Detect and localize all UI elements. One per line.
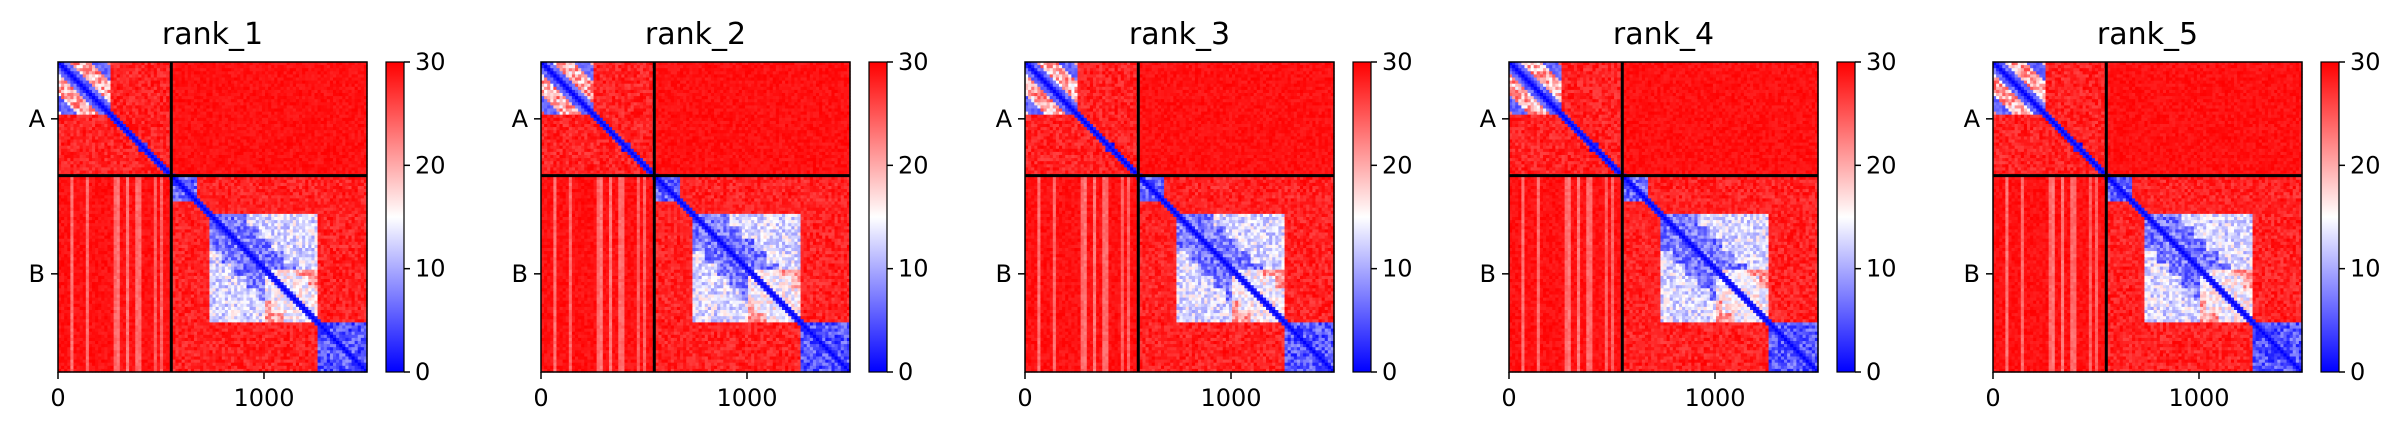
colorbar: [868, 61, 888, 373]
x-tick-label: 1000: [1200, 384, 1261, 412]
heatmap: [541, 62, 851, 373]
chain-label-B: B: [996, 260, 1012, 288]
chain-label-A: A: [512, 105, 529, 133]
colorbar-tick-label: 20: [898, 151, 929, 179]
chain-label-A: A: [29, 105, 46, 133]
colorbar-tick-label: 10: [2350, 255, 2381, 283]
colorbar-tick-label: 0: [898, 358, 913, 386]
x-tick-label: 0: [1501, 384, 1516, 412]
panel-2: rank_2 0 1000 A B 0 10 20 30: [512, 17, 929, 412]
heatmap-frame: [1024, 61, 1335, 373]
colorbar-tick-label: 10: [1866, 255, 1897, 283]
chain-label-A: A: [1480, 105, 1497, 133]
colorbar-tick-label: 0: [2350, 358, 2365, 386]
colorbar-tick-label: 10: [1382, 255, 1413, 283]
colorbar-tick-label: 30: [898, 48, 929, 76]
x-tick-label: 1000: [233, 384, 294, 412]
heatmap: [1025, 62, 1335, 373]
colorbar-tick-label: 20: [1866, 151, 1897, 179]
panel-5: rank_5 0 1000 A B 0 10 20 30: [1964, 17, 2381, 412]
x-tick-label: 1000: [716, 384, 777, 412]
heatmap: [1993, 62, 2303, 373]
x-tick-label: 0: [533, 384, 548, 412]
panel-title: rank_5: [2097, 17, 2198, 52]
chain-label-B: B: [1964, 260, 1980, 288]
colorbar-tick-label: 30: [1866, 48, 1897, 76]
colorbar: [2320, 61, 2340, 373]
chain-label-A: A: [1964, 105, 1981, 133]
colorbar-tick-label: 0: [1866, 358, 1881, 386]
heatmap: [58, 62, 368, 373]
colorbar-tick-label: 10: [415, 255, 446, 283]
chain-label-B: B: [29, 260, 45, 288]
panel-title: rank_4: [1613, 17, 1714, 52]
colorbar-tick-label: 20: [1382, 151, 1413, 179]
colorbar-tick-label: 30: [1382, 48, 1413, 76]
x-tick-label: 0: [50, 384, 65, 412]
colorbar-tick-label: 0: [415, 358, 430, 386]
x-tick-label: 1000: [1684, 384, 1745, 412]
colorbar-tick-label: 20: [415, 151, 446, 179]
panel-title: rank_1: [162, 17, 263, 52]
x-tick-label: 0: [1017, 384, 1032, 412]
chain-label-A: A: [996, 105, 1013, 133]
colorbar: [1352, 61, 1372, 373]
chain-label-B: B: [1480, 260, 1496, 288]
heatmap-frame: [540, 61, 851, 373]
panel-1: rank_1 0 1000 A B 0 10 20 30: [29, 17, 446, 412]
colorbar-tick-label: 20: [2350, 151, 2381, 179]
panel-title: rank_2: [645, 17, 746, 52]
colorbar: [1836, 61, 1856, 373]
x-tick-label: 1000: [2168, 384, 2229, 412]
x-tick-label: 0: [1985, 384, 2000, 412]
panel-3: rank_3 0 1000 A B 0 10 20 30: [996, 17, 1413, 412]
colorbar-tick-label: 0: [1382, 358, 1397, 386]
colorbar: [385, 61, 405, 373]
heatmap-frame: [1508, 61, 1819, 373]
panel-4: rank_4 0 1000 A B 0 10 20 30: [1480, 17, 1897, 412]
heatmap-frame: [1992, 61, 2303, 373]
colorbar-tick-label: 30: [2350, 48, 2381, 76]
colorbar-tick-label: 10: [898, 255, 929, 283]
colorbar-tick-label: 30: [415, 48, 446, 76]
heatmap: [1509, 62, 1819, 373]
heatmap-frame: [57, 61, 368, 373]
chain-label-B: B: [512, 260, 528, 288]
panel-title: rank_3: [1129, 17, 1230, 52]
